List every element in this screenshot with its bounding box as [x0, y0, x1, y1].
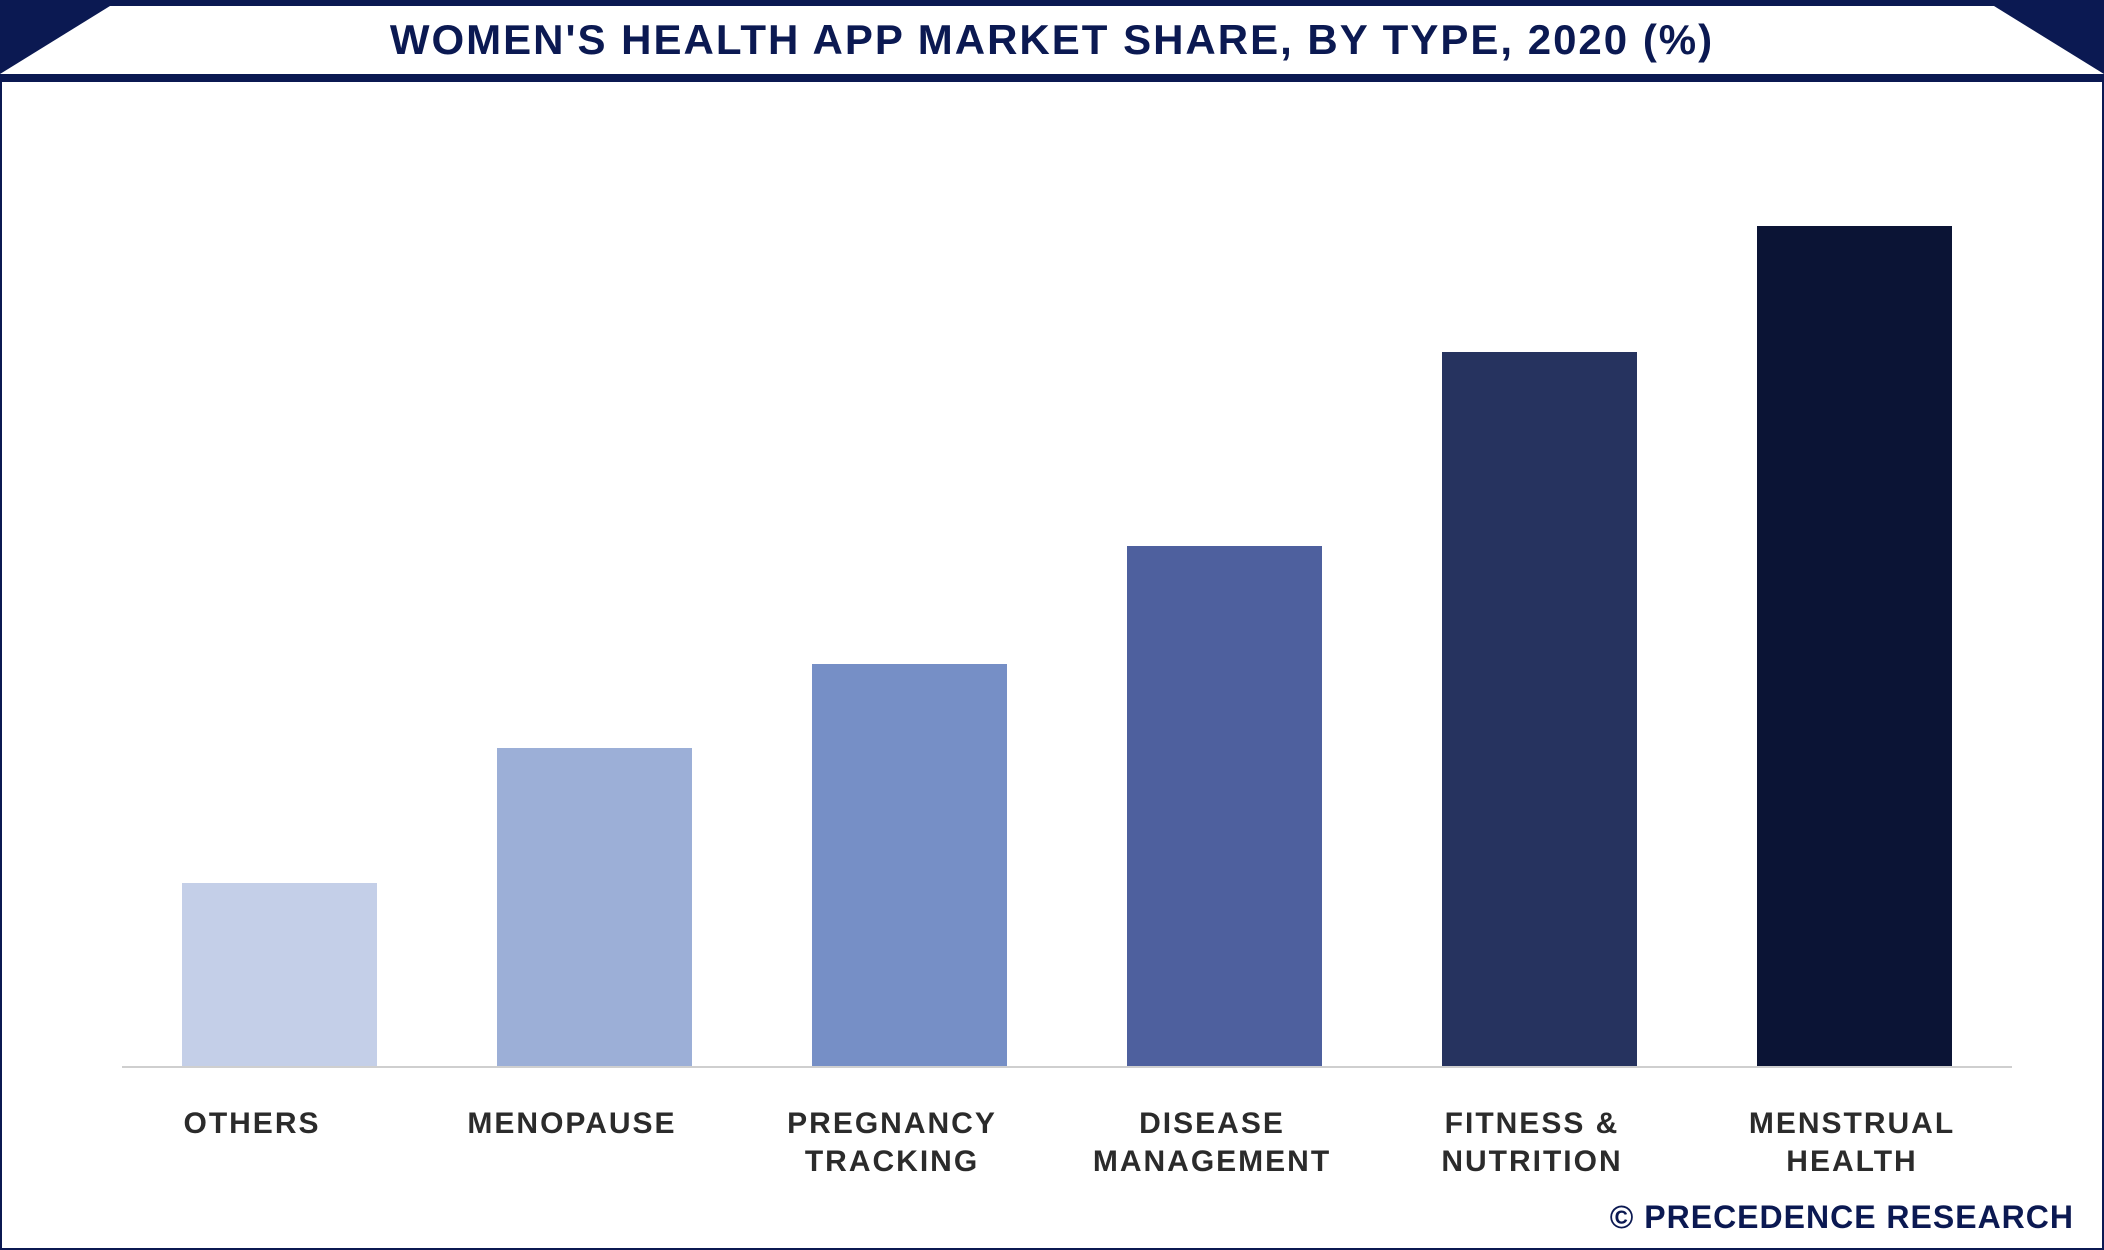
bar-slot	[1697, 142, 2012, 1068]
bar	[182, 883, 377, 1068]
bar-slot	[437, 142, 752, 1068]
category-label: MENSTRUAL HEALTH	[1692, 1105, 2012, 1180]
category-labels-row: OTHERSMENOPAUSEPREGNANCY TRACKINGDISEASE…	[92, 1105, 2012, 1180]
chart-frame: OTHERSMENOPAUSEPREGNANCY TRACKINGDISEASE…	[0, 80, 2104, 1250]
bars-container	[122, 142, 2012, 1068]
x-axis-baseline	[122, 1066, 2012, 1068]
bar-slot	[752, 142, 1067, 1068]
chart-plot-area	[122, 142, 2012, 1068]
category-label: MENOPAUSE	[412, 1105, 732, 1180]
bar	[1442, 352, 1637, 1068]
bar-slot	[1067, 142, 1382, 1068]
category-label: PREGNANCY TRACKING	[732, 1105, 1052, 1180]
title-bar: WOMEN'S HEALTH APP MARKET SHARE, BY TYPE…	[0, 0, 2104, 80]
bar	[1127, 546, 1322, 1068]
bar	[497, 748, 692, 1068]
chart-title: WOMEN'S HEALTH APP MARKET SHARE, BY TYPE…	[390, 16, 1714, 64]
title-corner-right	[1994, 6, 2104, 74]
category-label: FITNESS & NUTRITION	[1372, 1105, 1692, 1180]
category-label: OTHERS	[92, 1105, 412, 1180]
bar	[812, 664, 1007, 1068]
category-label: DISEASE MANAGEMENT	[1052, 1105, 1372, 1180]
bar	[1757, 226, 1952, 1068]
title-corner-left	[0, 6, 110, 74]
bar-slot	[122, 142, 437, 1068]
bar-slot	[1382, 142, 1697, 1068]
copyright-text: © PRECEDENCE RESEARCH	[1610, 1199, 2074, 1236]
